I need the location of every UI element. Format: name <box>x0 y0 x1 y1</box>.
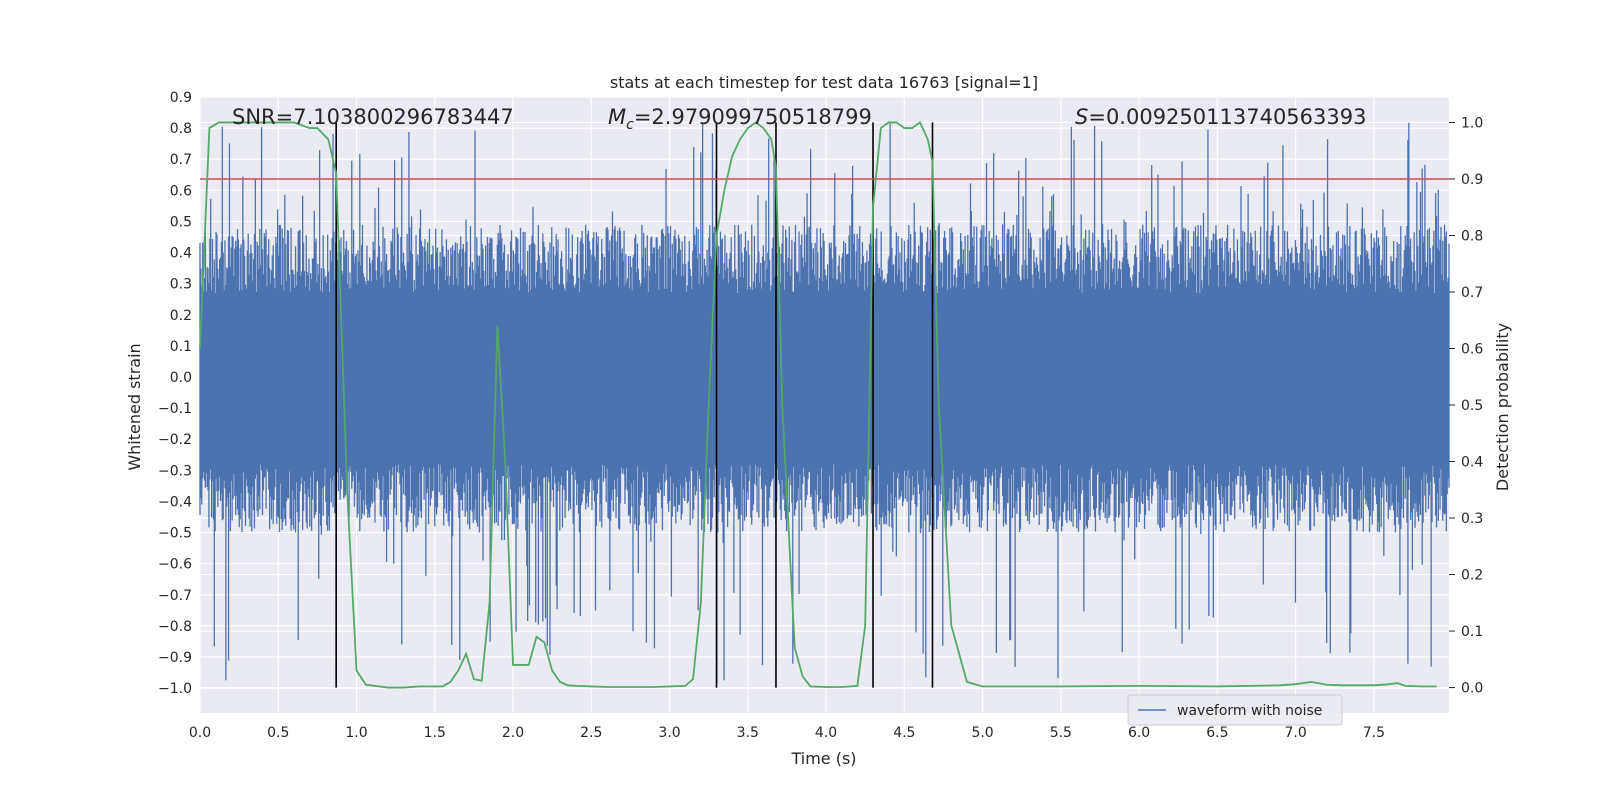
y-left-tick-label: 0.7 <box>170 152 192 168</box>
x-tick-label: 7.5 <box>1363 725 1385 741</box>
y-left-tick-label: −0.7 <box>158 588 192 604</box>
waveform-with-noise-series <box>199 122 1450 684</box>
y-right-tick-label: 0.5 <box>1461 398 1483 414</box>
x-tick-label: 5.5 <box>1050 725 1072 741</box>
x-tick-label: 1.0 <box>345 725 367 741</box>
chirp-mass-annotation: Mc=2.979099750518799 <box>608 105 872 133</box>
x-axis-label: Time (s) <box>790 749 856 768</box>
x-tick-label: 1.5 <box>424 725 446 741</box>
x-tick-label: 4.5 <box>893 725 915 741</box>
detection-probability-line <box>199 121 1437 689</box>
y-left-tick-label: −0.5 <box>158 526 192 542</box>
y-left-tick-label: −0.3 <box>158 463 192 479</box>
detection-probability-series <box>199 121 1449 689</box>
snr-annotation: SNR=7.103800296783447 <box>232 105 514 129</box>
y-left-tick-label: 0.5 <box>170 214 192 230</box>
y-right-tick-label: 0.8 <box>1461 228 1483 244</box>
legend-label-waveform: waveform with noise <box>1177 703 1322 719</box>
x-tick-label: 6.5 <box>1206 725 1228 741</box>
y-right-tick-label: 0.0 <box>1461 681 1483 697</box>
y-left-tick-label: 0.6 <box>170 183 192 199</box>
x-tick-label: 0.5 <box>267 725 289 741</box>
x-tick-label: 6.0 <box>1128 725 1150 741</box>
x-tick-label: 4.0 <box>815 725 837 741</box>
y-left-tick-label: 0.8 <box>170 121 192 137</box>
y-right-tick-label: 0.6 <box>1461 341 1483 357</box>
mc-subscript: c <box>626 117 634 133</box>
x-tick-label: 5.0 <box>971 725 993 741</box>
y-left-tick-label: −0.8 <box>158 619 192 635</box>
y-right-tick-label: 0.9 <box>1461 172 1483 188</box>
y-left-tick-label: 0.2 <box>170 308 192 324</box>
s-annotation: S=0.009250113740563393 <box>1075 105 1366 129</box>
chart-title: stats at each timestep for test data 167… <box>610 73 1038 92</box>
y-right-axis-label: Detection probability <box>1493 323 1512 491</box>
x-tick-label: 3.0 <box>658 725 680 741</box>
mc-symbol: M <box>608 105 626 129</box>
y-right-tick-label: 0.7 <box>1461 285 1483 301</box>
y-right-tick-label: 0.4 <box>1461 455 1483 471</box>
y-left-tick-label: −0.1 <box>158 401 192 417</box>
y-right-axis-ticks: 1.0 0.9 0.8 0.7 0.6 0.5 0.4 0.3 0.2 0.1 0.0 <box>1449 115 1483 697</box>
y-right-tick-label: 0.2 <box>1461 568 1483 584</box>
y-right-tick-label: 1.0 <box>1461 115 1483 131</box>
mc-value: =2.979099750518799 <box>634 105 872 129</box>
y-left-tick-label: −0.2 <box>158 432 192 448</box>
y-left-tick-label: 0.0 <box>170 370 192 386</box>
legend-box <box>1127 694 1343 726</box>
s-symbol: S <box>1075 105 1088 129</box>
y-left-axis-label: Whitened strain <box>125 343 144 470</box>
y-left-axis-ticks: 0.9 0.8 0.7 0.6 0.5 0.4 0.3 0.2 0.1 0.0 −0.1 −0.2 −0… <box>158 90 192 697</box>
waveform-body <box>200 293 1449 465</box>
y-right-tick-label: 0.3 <box>1461 511 1483 527</box>
y-left-tick-label: −0.4 <box>158 494 192 510</box>
legend: waveform with noise <box>1127 694 1343 726</box>
y-left-tick-label: −1.0 <box>158 681 192 697</box>
y-left-tick-label: −0.9 <box>158 650 192 666</box>
x-axis-ticks: 0.0 0.5 1.0 1.5 2.0 2.5 3.0 3.5 4.0 4.5 5.0 5.5 6.0 6… <box>189 725 1385 741</box>
x-tick-label: 2.0 <box>502 725 524 741</box>
x-tick-label: 7.0 <box>1284 725 1306 741</box>
y-left-tick-label: 0.3 <box>170 277 192 293</box>
y-left-tick-label: 0.4 <box>170 246 192 262</box>
x-tick-label: 3.5 <box>737 725 759 741</box>
s-value: =0.009250113740563393 <box>1088 105 1366 129</box>
x-tick-label: 2.5 <box>580 725 602 741</box>
x-tick-label: 0.0 <box>189 725 211 741</box>
y-right-tick-label: 0.1 <box>1461 624 1483 640</box>
y-left-tick-label: −0.6 <box>158 557 192 573</box>
y-left-tick-label: 0.9 <box>170 90 192 106</box>
y-left-tick-label: 0.1 <box>170 339 192 355</box>
